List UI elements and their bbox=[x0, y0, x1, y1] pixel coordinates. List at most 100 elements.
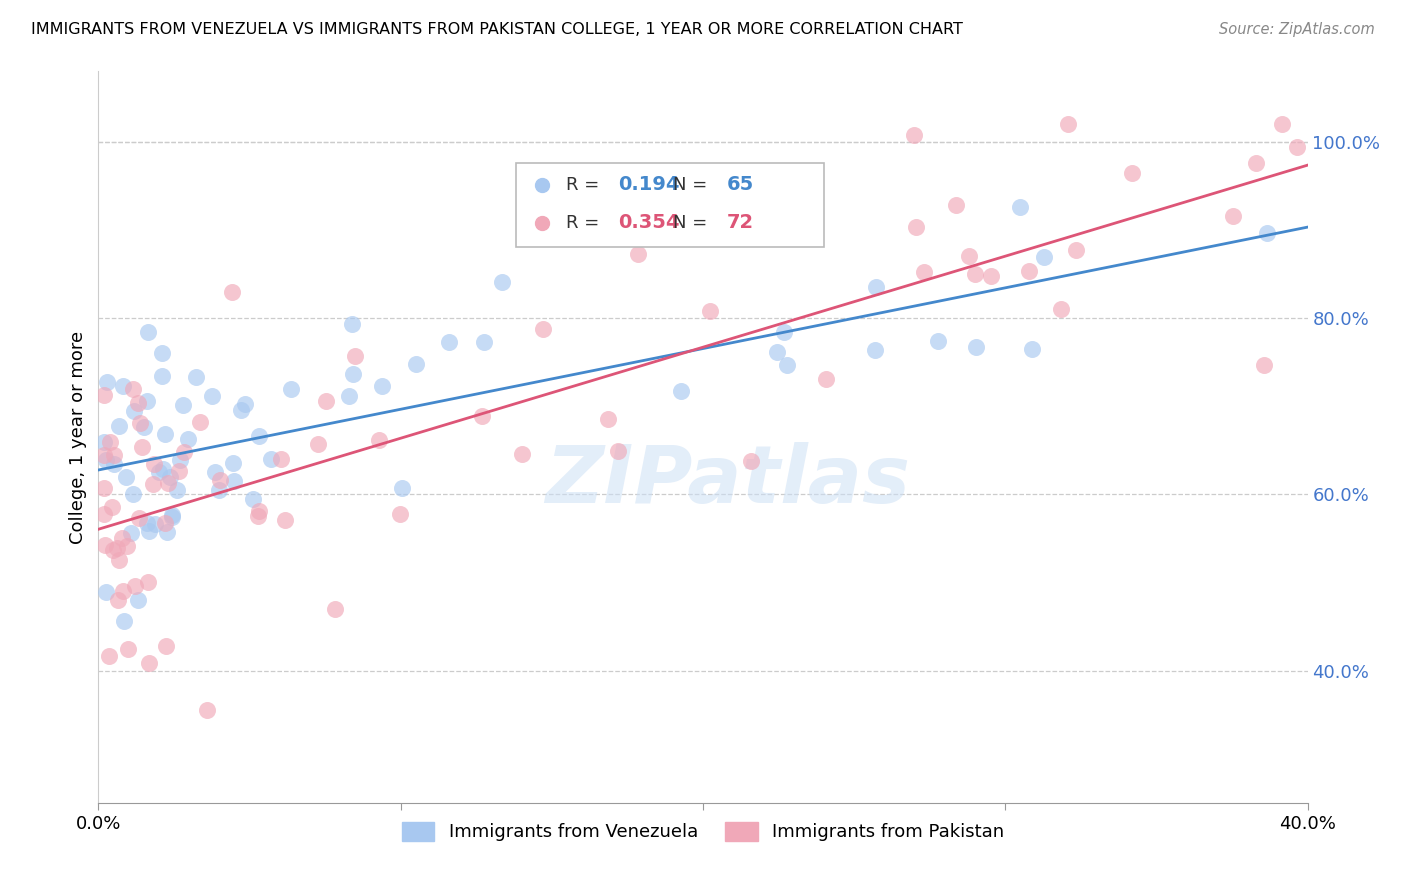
Point bbox=[814, 371, 837, 385]
Point bbox=[1285, 140, 1308, 154]
Point bbox=[143, 516, 166, 531]
Point bbox=[101, 542, 124, 557]
Point bbox=[766, 344, 789, 359]
Text: N =: N = bbox=[672, 176, 713, 194]
Point bbox=[93, 388, 115, 402]
Point bbox=[108, 553, 131, 567]
Point bbox=[143, 458, 166, 472]
Point bbox=[370, 378, 392, 392]
Text: Source: ZipAtlas.com: Source: ZipAtlas.com bbox=[1219, 22, 1375, 37]
Point bbox=[115, 539, 138, 553]
Point bbox=[1197, 318, 1219, 332]
Point bbox=[93, 481, 115, 495]
Point bbox=[184, 370, 207, 384]
Point bbox=[323, 602, 346, 616]
Point bbox=[128, 510, 150, 524]
Point bbox=[107, 593, 129, 607]
Point bbox=[391, 481, 413, 495]
Point bbox=[343, 349, 366, 363]
Point bbox=[124, 579, 146, 593]
Point bbox=[131, 440, 153, 454]
Text: 0.354: 0.354 bbox=[619, 213, 681, 232]
Point bbox=[596, 411, 619, 425]
Point bbox=[510, 447, 533, 461]
Point bbox=[111, 531, 134, 545]
Point bbox=[1033, 250, 1056, 264]
Point bbox=[112, 614, 135, 628]
Point bbox=[699, 304, 721, 318]
Point bbox=[405, 357, 427, 371]
Point bbox=[863, 343, 886, 358]
Point bbox=[155, 639, 177, 653]
Point bbox=[103, 449, 125, 463]
Point bbox=[121, 526, 143, 541]
Point bbox=[96, 453, 118, 467]
Point bbox=[97, 649, 120, 664]
Point bbox=[94, 538, 117, 552]
Point bbox=[208, 483, 231, 497]
Point bbox=[105, 541, 128, 556]
Point bbox=[957, 249, 980, 263]
Point bbox=[112, 583, 135, 598]
Point bbox=[160, 508, 183, 523]
Point bbox=[1018, 264, 1040, 278]
Point bbox=[1066, 244, 1088, 258]
Point bbox=[1008, 201, 1031, 215]
Point bbox=[965, 268, 987, 282]
Point bbox=[152, 462, 174, 476]
Point bbox=[1056, 117, 1078, 131]
Point bbox=[208, 473, 231, 487]
Point bbox=[100, 500, 122, 514]
Point bbox=[134, 420, 156, 434]
Point bbox=[156, 525, 179, 540]
Point bbox=[166, 483, 188, 498]
Point bbox=[150, 369, 173, 384]
Point bbox=[491, 276, 513, 290]
Point bbox=[98, 435, 121, 450]
Point bbox=[153, 516, 176, 530]
Point bbox=[201, 388, 224, 402]
Point bbox=[224, 475, 246, 489]
FancyBboxPatch shape bbox=[516, 163, 824, 247]
Point bbox=[1121, 165, 1143, 179]
Point bbox=[337, 389, 360, 403]
Point bbox=[117, 641, 139, 656]
Point bbox=[740, 454, 762, 468]
Point bbox=[94, 584, 117, 599]
Point bbox=[129, 416, 152, 430]
Point bbox=[138, 524, 160, 539]
Point bbox=[1271, 117, 1294, 131]
Point bbox=[93, 448, 115, 462]
Point bbox=[945, 198, 967, 212]
Point bbox=[342, 367, 364, 381]
Point bbox=[127, 396, 149, 410]
Point bbox=[115, 470, 138, 484]
Point bbox=[247, 429, 270, 443]
Point bbox=[607, 443, 630, 458]
Point bbox=[903, 128, 925, 142]
Point bbox=[340, 318, 363, 332]
Point bbox=[270, 452, 292, 467]
Point bbox=[136, 325, 159, 339]
Point bbox=[1253, 358, 1275, 372]
Point bbox=[1021, 343, 1043, 357]
Point bbox=[388, 507, 411, 521]
Point bbox=[627, 247, 650, 261]
Point bbox=[1244, 155, 1267, 169]
Text: R =: R = bbox=[567, 176, 606, 194]
Point bbox=[980, 268, 1002, 283]
Point bbox=[1197, 271, 1219, 285]
Point bbox=[96, 375, 118, 389]
Point bbox=[124, 404, 146, 418]
Point bbox=[177, 432, 200, 446]
Point bbox=[233, 397, 256, 411]
Point bbox=[169, 453, 191, 467]
Point bbox=[437, 334, 460, 349]
Point bbox=[204, 465, 226, 479]
Text: ZIPatlas: ZIPatlas bbox=[544, 442, 910, 520]
Point bbox=[772, 325, 794, 339]
Point bbox=[274, 513, 297, 527]
Point bbox=[249, 504, 271, 518]
Point bbox=[93, 507, 115, 521]
Point bbox=[148, 466, 170, 480]
